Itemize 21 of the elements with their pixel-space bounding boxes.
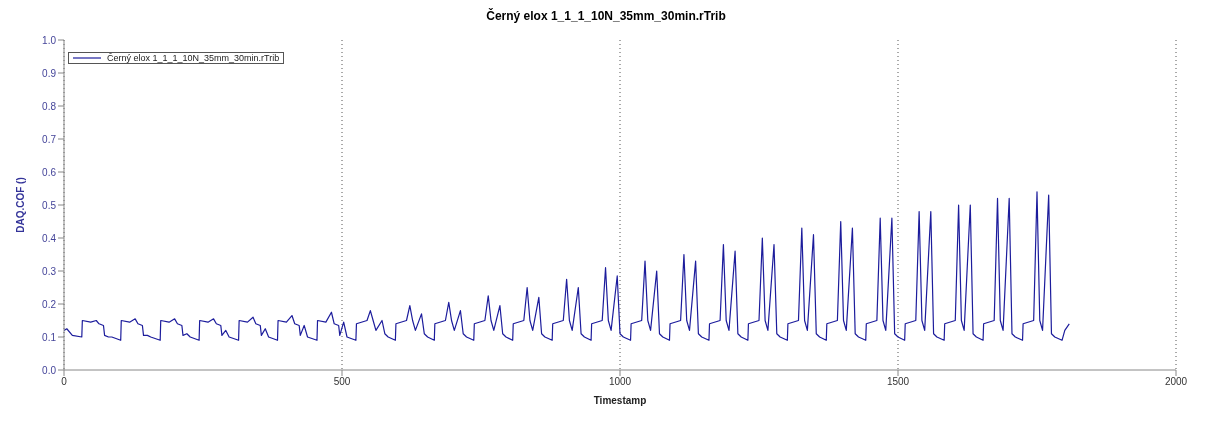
legend-label: Černý elox 1_1_1_10N_35mm_30min.rTrib (107, 53, 280, 63)
y-tick-label: 0.3 (42, 265, 57, 277)
y-tick-label: 0.8 (42, 100, 57, 112)
y-tick-label: 0.6 (42, 166, 57, 178)
y-tick-label: 1.0 (42, 34, 57, 46)
x-tick-label: 0 (61, 376, 68, 388)
y-tick-label: 0.2 (42, 298, 57, 310)
y-tick-label: 0.4 (42, 232, 57, 244)
x-tick-label: 1000 (608, 376, 632, 388)
x-tick-label: 1500 (886, 376, 910, 388)
y-axis-title: DAQ.COF () (14, 177, 26, 233)
y-tick-label: 0.7 (42, 133, 57, 145)
y-tick-label: 0.0 (42, 364, 57, 376)
x-tick-label: 2000 (1164, 376, 1188, 388)
x-axis-title: Timestamp (593, 395, 647, 406)
y-tick-label: 0.1 (42, 331, 57, 343)
x-tick-label: 500 (333, 376, 351, 388)
y-tick-label: 0.5 (42, 199, 57, 211)
y-tick-label: 0.9 (42, 67, 57, 79)
chart-title: Černý elox 1_1_1_10N_35mm_30min.rTrib (485, 8, 727, 24)
line-series (64, 191, 1070, 341)
